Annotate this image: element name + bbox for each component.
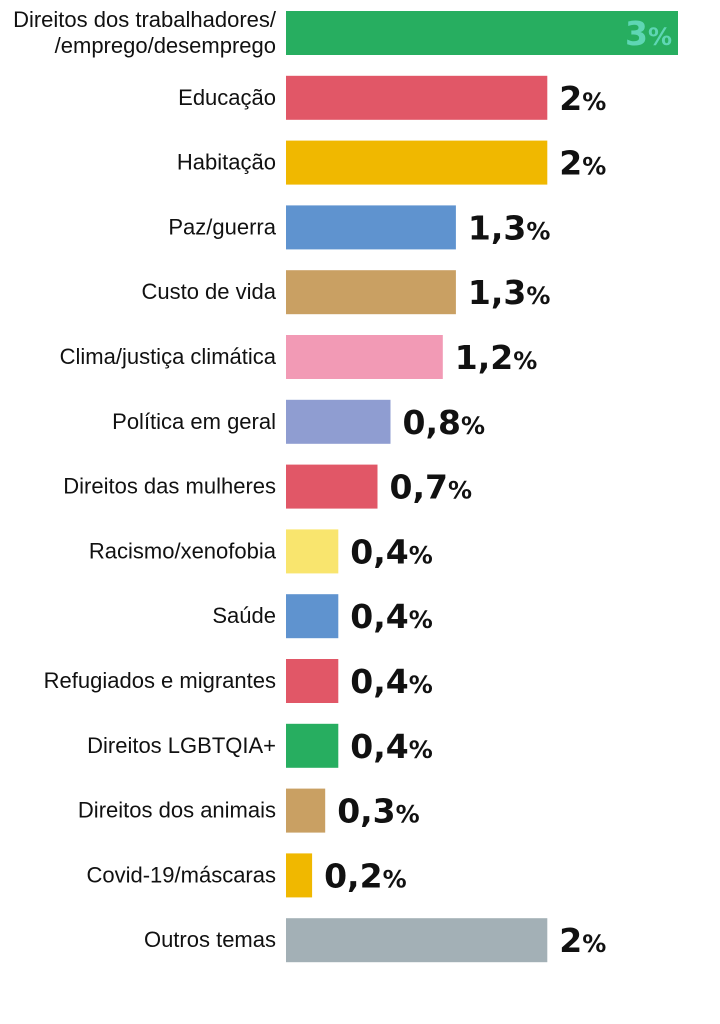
value-percent-sign: % <box>582 88 606 116</box>
bar-row: Paz/guerra 1,3% <box>168 205 551 250</box>
bar <box>286 205 456 250</box>
category-label: Direitos LGBTQIA+ <box>87 733 276 758</box>
category-label: Paz/guerra <box>168 214 276 239</box>
bar <box>286 529 339 574</box>
bar-row: Educação 2% <box>178 75 606 120</box>
value-label: 0,4% <box>350 662 433 701</box>
value-percent-sign: % <box>409 541 433 569</box>
value-label: 1,2% <box>455 338 538 377</box>
value-number: 1,3 <box>468 208 526 247</box>
bar-row: Custo de vida 1,3% <box>141 270 551 315</box>
value-label: 0,2% <box>324 856 407 895</box>
bar <box>286 75 548 120</box>
bar <box>286 918 548 963</box>
value-percent-sign: % <box>648 23 672 51</box>
value-number: 0,8 <box>403 403 461 442</box>
category-label: Custo de vida <box>141 279 276 304</box>
value-label: 2% <box>559 79 606 118</box>
value-label: 0,4% <box>350 727 433 766</box>
value-number: 0,4 <box>350 532 408 571</box>
category-label: Refugiados e migrantes <box>44 668 276 693</box>
bar <box>286 788 326 833</box>
bar-row: Covid-19/máscaras 0,2% <box>86 853 407 898</box>
value-label: 1,3% <box>468 273 551 312</box>
category-label: Política em geral <box>112 409 276 434</box>
bar-row: Saúde 0,4% <box>212 594 433 639</box>
value-number: 0,2 <box>324 856 382 895</box>
category-label: /emprego/desemprego <box>55 33 276 58</box>
bar <box>286 464 378 509</box>
bar <box>286 723 339 768</box>
category-label: Saúde <box>212 603 276 628</box>
value-percent-sign: % <box>526 282 550 310</box>
value-label: 0,7% <box>390 468 473 507</box>
bar-row: Direitos dos trabalhadores//emprego/dese… <box>13 7 678 58</box>
bar-row: Política em geral 0,8% <box>112 399 486 444</box>
value-label: 0,4% <box>350 597 433 636</box>
bar-row: Habitação 2% <box>177 140 606 185</box>
value-number: 0,4 <box>350 597 408 636</box>
value-number: 2 <box>559 921 582 960</box>
bar-row: Clima/justiça climática 1,2% <box>60 335 538 379</box>
category-label: Racismo/xenofobia <box>89 538 277 563</box>
value-number: 0,4 <box>350 662 408 701</box>
value-number: 3 <box>625 14 648 53</box>
category-label: Direitos dos trabalhadores/ <box>13 7 277 32</box>
bar-row: Direitos LGBTQIA+ 0,4% <box>87 723 433 768</box>
bar <box>286 140 548 185</box>
value-number: 0,4 <box>350 727 408 766</box>
bar <box>286 335 443 379</box>
bar <box>286 270 456 315</box>
value-percent-sign: % <box>582 930 606 958</box>
category-label: Educação <box>178 85 276 110</box>
value-percent-sign: % <box>448 477 472 505</box>
value-percent-sign: % <box>409 606 433 634</box>
category-label: Direitos das mulheres <box>63 474 276 499</box>
value-label: 0,4% <box>350 532 433 571</box>
bar <box>286 11 678 55</box>
value-label: 3% <box>625 14 672 53</box>
bar-row: Direitos dos animais 0,3% <box>78 788 420 833</box>
category-label: Clima/justiça climática <box>60 344 277 369</box>
value-percent-sign: % <box>396 801 420 829</box>
category-label: Outros temas <box>144 927 276 952</box>
value-label: 1,3% <box>468 208 551 247</box>
value-percent-sign: % <box>409 671 433 699</box>
bar <box>286 594 339 639</box>
bar <box>286 853 313 898</box>
value-label: 2% <box>559 144 606 183</box>
bar <box>286 659 339 703</box>
category-label: Direitos dos animais <box>78 798 276 823</box>
category-label: Covid-19/máscaras <box>86 862 276 887</box>
bar <box>286 399 391 444</box>
bar-row: Racismo/xenofobia 0,4% <box>89 529 433 574</box>
value-percent-sign: % <box>513 347 537 375</box>
bar-row: Refugiados e migrantes 0,4% <box>44 659 433 703</box>
value-number: 2 <box>559 79 582 118</box>
bar-row: Outros temas 2% <box>144 918 606 963</box>
value-percent-sign: % <box>409 736 433 764</box>
value-label: 0,3% <box>337 792 420 831</box>
value-percent-sign: % <box>526 217 550 245</box>
value-label: 2% <box>559 921 606 960</box>
value-number: 0,7 <box>390 468 448 507</box>
bar-row: Direitos das mulheres 0,7% <box>63 464 473 509</box>
value-percent-sign: % <box>383 865 407 893</box>
value-number: 1,2 <box>455 338 513 377</box>
value-number: 0,3 <box>337 792 395 831</box>
value-number: 1,3 <box>468 273 526 312</box>
value-label: 0,8% <box>403 403 486 442</box>
category-label: Habitação <box>177 150 276 175</box>
value-number: 2 <box>559 144 582 183</box>
value-percent-sign: % <box>461 412 485 440</box>
value-percent-sign: % <box>582 153 606 181</box>
